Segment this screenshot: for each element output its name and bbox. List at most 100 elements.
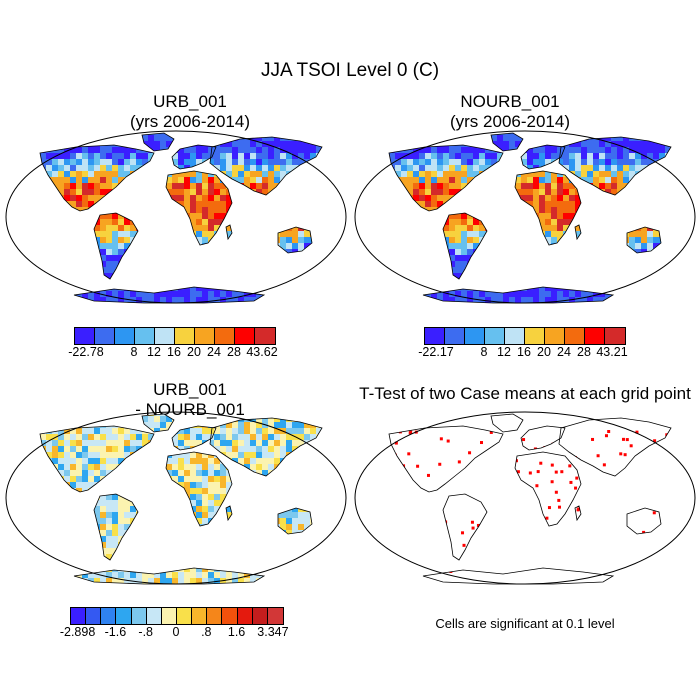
temperature-cell [365, 153, 371, 159]
difference-cell [256, 414, 262, 416]
temperature-cell [238, 303, 244, 305]
temperature-cell [244, 261, 250, 267]
difference-cell [22, 410, 28, 416]
difference-cell [178, 542, 184, 548]
temperature-cell [611, 219, 617, 225]
temperature-cell [551, 231, 557, 237]
difference-cell [304, 482, 310, 488]
difference-cell [64, 440, 70, 446]
difference-cell [184, 476, 190, 482]
temperature-cell [256, 189, 262, 195]
temperature-cell [539, 201, 545, 207]
temperature-cell [184, 243, 190, 249]
temperature-cell [118, 267, 124, 273]
difference-cell [10, 542, 16, 548]
difference-cell [70, 554, 76, 560]
difference-cell [232, 530, 238, 536]
temperature-cell [653, 153, 659, 159]
temperature-cell [136, 153, 142, 159]
temperature-cell [58, 147, 64, 153]
temperature-cell [653, 231, 659, 237]
difference-cell [34, 560, 40, 566]
temperature-cell [130, 177, 136, 183]
difference-cell [58, 458, 64, 464]
temperature-cell [130, 267, 136, 273]
temperature-cell [322, 225, 328, 231]
temperature-cell [286, 243, 292, 249]
difference-cell [34, 410, 40, 416]
difference-cell [214, 446, 220, 452]
difference-cell [46, 494, 52, 500]
temperature-cell [244, 165, 250, 171]
difference-cell [214, 482, 220, 488]
temperature-cell [262, 261, 268, 267]
temperature-cell [665, 243, 671, 249]
temperature-cell [328, 291, 334, 297]
temperature-cell [190, 195, 196, 201]
temperature-cell [617, 133, 623, 135]
difference-cell [280, 554, 286, 560]
temperature-cell [202, 273, 208, 279]
temperature-cell [407, 303, 413, 305]
temperature-cell [166, 207, 172, 213]
temperature-cell [491, 297, 497, 303]
difference-cell [268, 500, 274, 506]
temperature-cell [551, 207, 557, 213]
temperature-cell [557, 213, 563, 219]
temperature-cell [184, 135, 190, 141]
difference-cell [346, 536, 348, 542]
temperature-cell [425, 165, 431, 171]
difference-cell [262, 416, 268, 422]
difference-cell [316, 476, 322, 482]
temperature-cell [527, 237, 533, 243]
temperature-cell [70, 231, 76, 237]
temperature-cell [172, 225, 178, 231]
temperature-cell [689, 129, 695, 135]
temperature-cell [136, 261, 142, 267]
difference-cell [268, 446, 274, 452]
temperature-cell [46, 213, 52, 219]
difference-cell [310, 452, 316, 458]
temperature-cell [497, 255, 503, 261]
difference-cell [130, 446, 136, 452]
temperature-cell [10, 291, 16, 297]
temperature-cell [268, 147, 274, 153]
temperature-cell [226, 133, 232, 135]
temperature-cell [425, 225, 431, 231]
temperature-cell [70, 159, 76, 165]
difference-cell [40, 470, 46, 476]
temperature-cell [124, 303, 130, 305]
temperature-cell [383, 129, 389, 135]
temperature-cell [635, 201, 641, 207]
difference-cell [124, 524, 130, 530]
temperature-cell [353, 255, 359, 261]
temperature-cell [88, 189, 94, 195]
temperature-cell [515, 279, 521, 285]
temperature-cell [64, 219, 70, 225]
temperature-cell [503, 231, 509, 237]
difference-cell [28, 470, 34, 476]
temperature-cell [425, 237, 431, 243]
difference-cell [16, 476, 22, 482]
temperature-cell [154, 255, 160, 261]
temperature-cell [395, 171, 401, 177]
temperature-cell [100, 177, 106, 183]
temperature-cell [130, 183, 136, 189]
temperature-cell [365, 195, 371, 201]
temperature-cell [383, 273, 389, 279]
temperature-cell [34, 273, 40, 279]
temperature-cell [46, 153, 52, 159]
temperature-cell [653, 141, 659, 147]
temperature-cell [449, 279, 455, 285]
difference-cell [112, 458, 118, 464]
temperature-cell [455, 141, 461, 147]
temperature-cell [154, 285, 160, 291]
difference-cell [52, 488, 58, 494]
difference-cell [196, 458, 202, 464]
temperature-cell [28, 177, 34, 183]
difference-cell [46, 440, 52, 446]
temperature-cell [377, 303, 383, 305]
difference-cell [268, 482, 274, 488]
temperature-cell [52, 141, 58, 147]
temperature-cell [593, 267, 599, 273]
